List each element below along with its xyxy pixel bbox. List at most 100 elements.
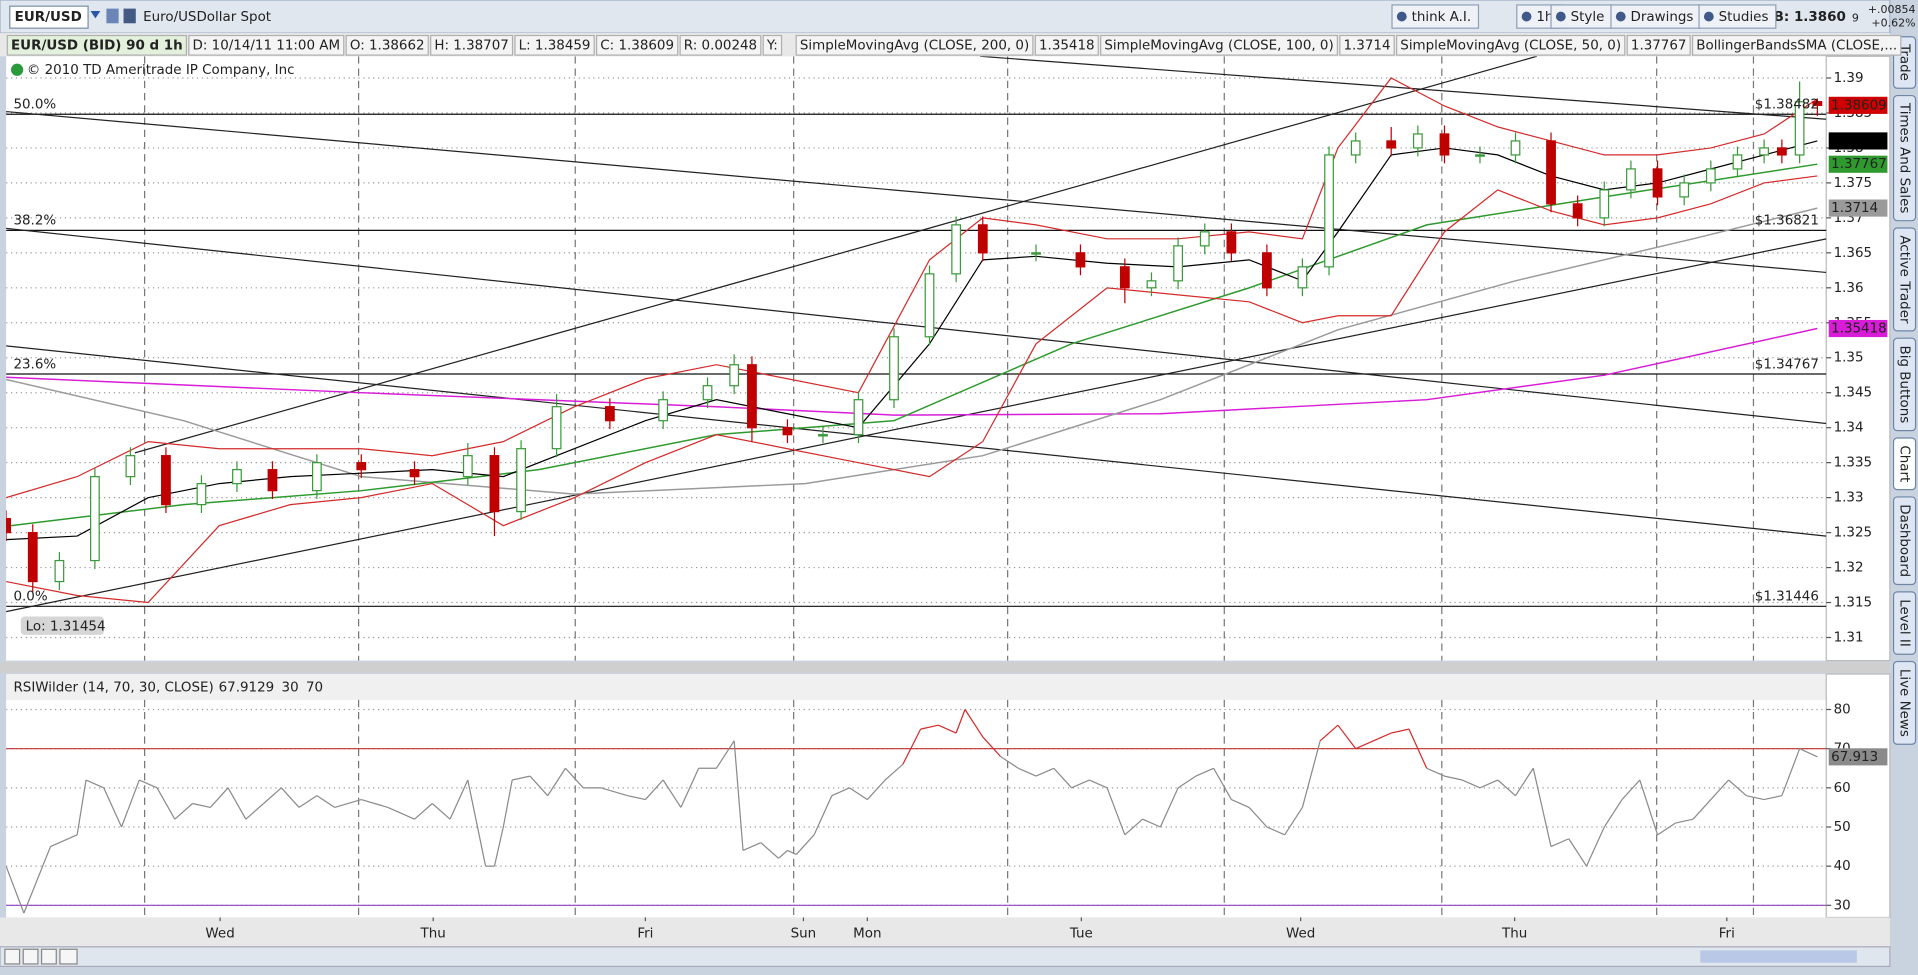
- y-tick-label: 1.36: [1834, 281, 1864, 296]
- side-tab[interactable]: [1892, 337, 1917, 432]
- dropdown-icon[interactable]: [90, 11, 101, 19]
- side-tab-label[interactable]: Level II: [1897, 599, 1912, 647]
- toolbar-button-label[interactable]: think A.I.: [1412, 10, 1472, 25]
- price-tag: [1828, 96, 1888, 114]
- rsi-segment: [298, 795, 318, 808]
- trendline: [6, 345, 1827, 537]
- rsi-segment: [209, 787, 229, 808]
- splitter[interactable]: [0, 661, 1890, 673]
- toolbar-button-label[interactable]: 1h: [1536, 10, 1553, 25]
- rsi-segment: [227, 787, 247, 820]
- fib-label: 38.2%: [13, 214, 56, 229]
- rsi-segment: [156, 787, 176, 820]
- toolbar-button-label[interactable]: Style: [1571, 10, 1605, 25]
- legend-text: BollingerBandsSMA (CLOSE,...: [1696, 38, 1897, 53]
- side-tab-label[interactable]: Times And Sales: [1897, 102, 1912, 213]
- rsi-segment: [1071, 779, 1090, 789]
- side-tab[interactable]: [1892, 496, 1917, 586]
- scroll-thumb[interactable]: [1700, 950, 1857, 963]
- change: +.00854: [1868, 3, 1916, 16]
- candle-body: [1510, 140, 1521, 156]
- scrollbar[interactable]: [0, 946, 1891, 967]
- rsi-segment: [1177, 775, 1197, 789]
- rsi-segment: [938, 724, 957, 734]
- rsi-segment: [1461, 779, 1481, 789]
- rsi-segment: [715, 740, 735, 769]
- rsi-segment: [1746, 795, 1765, 801]
- price-panel: [6, 56, 1827, 661]
- icon[interactable]: [106, 8, 119, 24]
- candle-body: [1759, 147, 1770, 156]
- y-tick-label: 1.365: [1834, 246, 1872, 261]
- rsi-segment: [103, 787, 123, 828]
- candle-body: [1297, 266, 1308, 289]
- zoom-button[interactable]: [40, 948, 57, 965]
- legend-box: [795, 34, 1034, 56]
- toolbar-button[interactable]: [1698, 4, 1777, 29]
- candle-body: [125, 455, 136, 478]
- percent-button[interactable]: [59, 948, 78, 965]
- candle-body: [782, 427, 793, 436]
- candle-body: [1626, 168, 1636, 191]
- rsi-segment: [902, 728, 922, 765]
- side-tab-label[interactable]: Big Buttons: [1897, 346, 1912, 424]
- side-tab[interactable]: [1892, 591, 1917, 655]
- candle-body: [702, 385, 713, 401]
- low-label: Lo: 1.31454: [26, 619, 106, 634]
- side-tab-label[interactable]: Live News: [1897, 669, 1912, 737]
- zoom-button[interactable]: [22, 948, 39, 965]
- x-tick-label: Tue: [1069, 926, 1093, 941]
- rsi-segment: [449, 779, 469, 820]
- candle-body: [747, 364, 757, 429]
- y-tick-label: 1.31: [1834, 631, 1864, 646]
- symbol-box[interactable]: [9, 5, 89, 29]
- candle-body: [267, 469, 278, 492]
- rsi-segment: [920, 724, 939, 730]
- info-icon: [11, 63, 24, 76]
- y-tick-label: 60: [1834, 781, 1851, 796]
- legend-box: [1626, 34, 1691, 56]
- bid-suffix: 9: [1852, 11, 1859, 24]
- toolbar-button-label[interactable]: Drawings: [1631, 10, 1694, 25]
- toolbar-button[interactable]: [1391, 4, 1480, 29]
- side-tab[interactable]: [1892, 437, 1917, 491]
- zoom-button[interactable]: [4, 948, 21, 965]
- rsi-segment: [787, 849, 797, 855]
- trendline: [6, 227, 1827, 425]
- rsi-segment: [1763, 795, 1782, 801]
- rsi-segment: [263, 787, 282, 804]
- side-tab-label[interactable]: Dashboard: [1897, 504, 1912, 577]
- side-tab-label[interactable]: Active Trader: [1897, 235, 1912, 324]
- candle-body: [1475, 154, 1485, 157]
- y-tick-label: 80: [1834, 703, 1851, 718]
- icon[interactable]: [123, 8, 136, 24]
- side-tab-label[interactable]: Chart: [1897, 445, 1912, 482]
- candle-body: [356, 462, 367, 471]
- side-tab[interactable]: [1892, 94, 1917, 222]
- toolbar-button-label[interactable]: Studies: [1719, 10, 1769, 25]
- rsi-legend-value: 67.9129: [219, 680, 275, 695]
- rsi-segment: [493, 826, 504, 867]
- rsi-segment: [1550, 838, 1570, 848]
- button-icon: [1703, 11, 1714, 22]
- rsi-segment: [245, 803, 265, 820]
- rsi-segment: [1053, 767, 1073, 789]
- legend-box: [1396, 34, 1626, 56]
- y-tick-label: 1.325: [1834, 526, 1872, 541]
- price-tag-label: 1.3714: [1831, 201, 1878, 216]
- rsi-segment: [733, 740, 744, 851]
- rsi-segment: [1018, 767, 1037, 777]
- price-tag: [1828, 155, 1888, 173]
- y-tick-label: 1.375: [1834, 176, 1872, 191]
- rsi-segment: [414, 803, 433, 820]
- legend-box: [1034, 34, 1099, 56]
- legend-text: H: 1.38707: [434, 38, 508, 53]
- price-tag-label: 1.37767: [1831, 157, 1887, 172]
- side-tab[interactable]: [1892, 227, 1917, 332]
- rsi-plot: [6, 699, 1827, 918]
- rsi-segment: [1124, 818, 1144, 836]
- y-tick-label: 1.32: [1834, 561, 1864, 576]
- legend-text: 1.35418: [1039, 38, 1095, 53]
- rsi-segment: [76, 779, 87, 835]
- side-tab[interactable]: [1892, 660, 1917, 745]
